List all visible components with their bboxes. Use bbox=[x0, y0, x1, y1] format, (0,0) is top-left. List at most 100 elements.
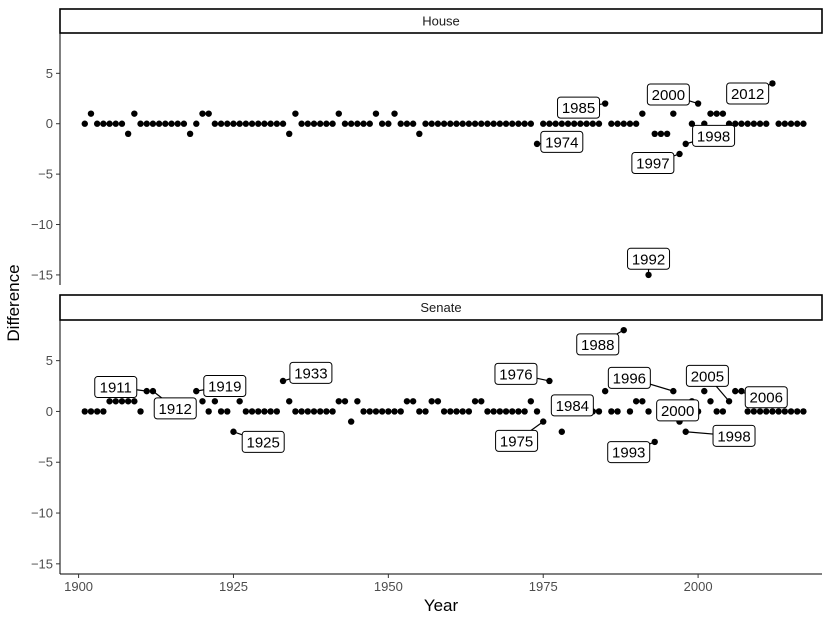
data-point bbox=[601, 100, 609, 107]
data-point bbox=[341, 398, 349, 405]
data-point bbox=[787, 120, 795, 127]
data-point bbox=[224, 408, 231, 415]
data-point bbox=[329, 408, 336, 415]
x-tick-label: 2000 bbox=[684, 579, 713, 594]
data-point bbox=[787, 408, 795, 415]
data-point bbox=[651, 130, 658, 137]
data-point bbox=[496, 408, 504, 415]
point-label: 1998 bbox=[697, 128, 730, 145]
data-point bbox=[453, 408, 460, 415]
strip-senate bbox=[59, 294, 823, 321]
data-point bbox=[558, 120, 566, 127]
point-label: 1988 bbox=[581, 337, 614, 354]
data-point bbox=[273, 120, 281, 127]
data-point bbox=[663, 130, 671, 137]
data-point bbox=[341, 120, 349, 127]
data-point bbox=[100, 408, 107, 415]
data-point bbox=[267, 120, 274, 127]
data-point bbox=[744, 120, 751, 127]
data-point bbox=[416, 408, 423, 415]
data-point bbox=[391, 408, 398, 415]
data-point bbox=[682, 428, 689, 435]
data-point bbox=[378, 408, 386, 415]
data-point bbox=[372, 408, 380, 415]
y-tick-label: 5 bbox=[46, 353, 53, 368]
data-point bbox=[509, 408, 516, 415]
data-point bbox=[316, 408, 324, 415]
data-point bbox=[304, 408, 312, 415]
x-tick-label: 1925 bbox=[219, 579, 248, 594]
data-point bbox=[670, 387, 677, 395]
point-label: 2012 bbox=[731, 86, 764, 103]
data-point bbox=[335, 398, 342, 405]
data-point bbox=[81, 408, 88, 415]
data-point bbox=[403, 398, 411, 405]
data-point bbox=[298, 408, 305, 415]
data-point bbox=[286, 130, 293, 137]
data-point bbox=[540, 418, 547, 425]
data-point bbox=[670, 110, 677, 117]
data-point bbox=[112, 398, 119, 405]
data-point bbox=[756, 120, 764, 127]
panel-house: House 5 0 −5 −10 −15 1974 1985 1992 1997 1998 2000 2… bbox=[31, 8, 823, 285]
data-point bbox=[521, 120, 528, 127]
data-point bbox=[478, 398, 485, 405]
data-point bbox=[707, 110, 714, 117]
data-point bbox=[236, 398, 243, 405]
data-point bbox=[750, 408, 758, 415]
point-label: 1974 bbox=[545, 134, 578, 151]
x-tick-label: 1900 bbox=[64, 579, 93, 594]
data-point bbox=[533, 408, 541, 415]
label-box bbox=[94, 376, 138, 399]
data-point bbox=[372, 110, 380, 117]
data-point bbox=[583, 120, 590, 127]
data-point bbox=[304, 120, 312, 127]
data-point bbox=[87, 408, 95, 415]
strip-label-house: House bbox=[422, 14, 460, 29]
point-label: 1993 bbox=[612, 445, 645, 462]
data-point bbox=[632, 120, 640, 127]
label-box bbox=[744, 386, 788, 409]
label-box bbox=[550, 394, 594, 417]
data-point bbox=[540, 120, 547, 127]
data-point bbox=[552, 120, 559, 127]
label-box bbox=[495, 429, 539, 452]
data-point bbox=[465, 120, 473, 127]
data-point bbox=[744, 408, 751, 415]
data-point bbox=[199, 398, 206, 405]
label-box bbox=[692, 124, 736, 147]
data-point bbox=[310, 120, 318, 127]
data-point bbox=[564, 120, 572, 127]
data-point bbox=[217, 120, 225, 127]
data-point bbox=[657, 130, 665, 137]
point-label: 1996 bbox=[613, 370, 646, 387]
data-point bbox=[292, 408, 299, 415]
data-point bbox=[701, 387, 708, 395]
data-point bbox=[397, 120, 404, 127]
data-point bbox=[124, 398, 132, 405]
data-point bbox=[279, 120, 287, 127]
data-point bbox=[428, 398, 435, 405]
label-box bbox=[153, 397, 197, 420]
label-box bbox=[631, 152, 675, 175]
data-point bbox=[211, 398, 219, 405]
data-point bbox=[775, 408, 782, 415]
data-point bbox=[323, 408, 330, 415]
point-label: 1911 bbox=[100, 380, 132, 397]
data-point bbox=[769, 80, 776, 87]
data-point bbox=[378, 120, 386, 127]
data-point bbox=[137, 408, 144, 415]
label-box bbox=[627, 247, 671, 270]
data-point bbox=[255, 408, 262, 415]
data-point bbox=[124, 130, 132, 137]
strip-house bbox=[59, 8, 823, 34]
data-point bbox=[707, 398, 714, 405]
data-point bbox=[118, 398, 126, 405]
data-point bbox=[149, 387, 157, 395]
data-point bbox=[738, 120, 745, 127]
data-point bbox=[546, 120, 553, 127]
y-axis-title: Difference bbox=[4, 264, 23, 341]
data-point bbox=[428, 120, 435, 127]
label-box bbox=[494, 362, 538, 385]
data-point bbox=[478, 120, 485, 127]
